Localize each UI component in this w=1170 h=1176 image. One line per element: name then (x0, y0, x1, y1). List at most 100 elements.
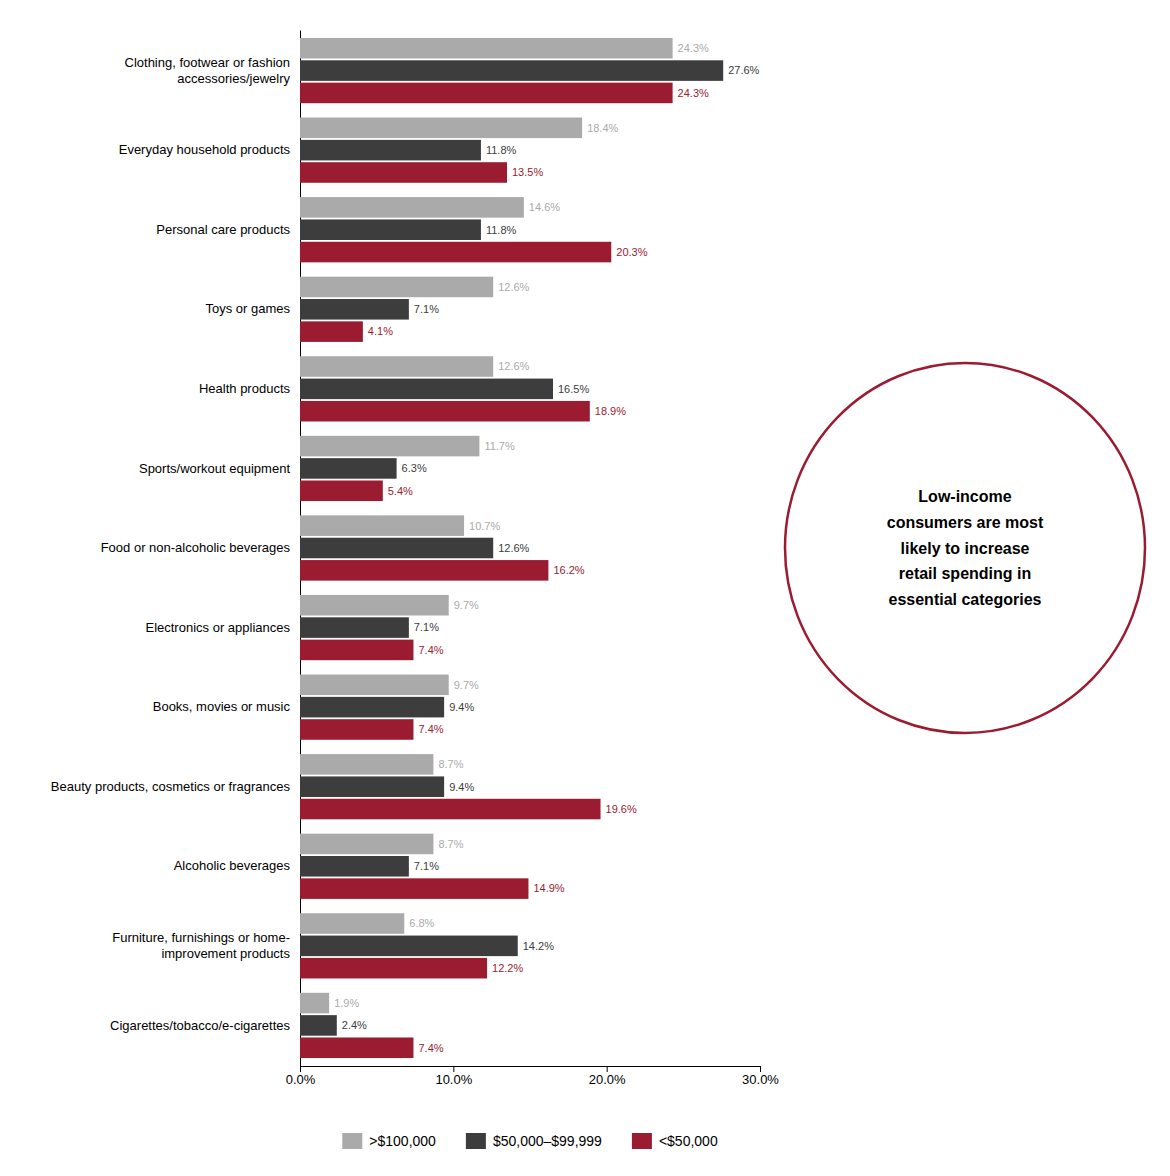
data-label: 6.3% (402, 462, 427, 474)
bar (300, 560, 548, 581)
x-tick: 0.0% (286, 1066, 316, 1087)
data-label: 8.7% (438, 838, 463, 850)
x-axis: 0.0% 10.0% 20.0% 30.0% (286, 1066, 780, 1087)
x-tick-label: 20.0% (589, 1072, 626, 1087)
data-label: 7.4% (418, 1042, 443, 1054)
data-label: 9.7% (454, 679, 479, 691)
legend: >$100,000$50,000–$99,999<$50,000 (342, 1133, 718, 1149)
data-label: 6.8% (409, 917, 434, 929)
series (300, 38, 673, 1013)
annotation-ellipse (785, 363, 1145, 733)
data-label: 18.4% (587, 122, 618, 134)
bar (300, 719, 413, 740)
y-tick-label: Health products (199, 381, 291, 396)
data-label: 7.1% (414, 303, 439, 315)
bar (300, 958, 487, 979)
data-label: 12.6% (498, 542, 529, 554)
data-labels: 24.3%18.4%14.6%12.6%12.6%11.7%10.7%9.7%9… (334, 42, 759, 1054)
x-tick-mark (300, 1066, 301, 1072)
x-tick-label: 30.0% (742, 1072, 779, 1087)
bar (300, 675, 449, 696)
y-tick: Cigarettes/tobacco/e-cigarettes (110, 1018, 300, 1033)
x-tick-label: 0.0% (286, 1072, 316, 1087)
bar (300, 356, 493, 377)
bar (300, 1037, 413, 1058)
bar (300, 118, 582, 139)
data-label: 12.2% (492, 962, 523, 974)
bar (300, 595, 449, 616)
data-label: 10.7% (469, 520, 500, 532)
bar (300, 697, 444, 718)
y-tick: Alcoholic beverages (174, 858, 300, 873)
bar (300, 60, 723, 81)
bar (300, 162, 507, 183)
y-tick-label: Alcoholic beverages (174, 858, 291, 873)
data-label: 16.2% (553, 564, 584, 576)
x-tick: 10.0% (435, 1066, 472, 1087)
bar (300, 480, 383, 501)
data-label: 11.8% (486, 224, 517, 236)
bar (300, 401, 590, 422)
bar (300, 617, 409, 638)
bars (300, 38, 723, 1058)
bar (300, 776, 444, 797)
data-label: 7.4% (418, 723, 443, 735)
bar (300, 299, 409, 320)
annotation-text: Low-incomeconsumers are mostlikely to in… (887, 488, 1044, 607)
chart: 0.0% 10.0% 20.0% 30.0% Clothing, footwear or… (0, 0, 1170, 1176)
y-tick-label: Beauty products, cosmetics or fragrances (51, 779, 291, 794)
data-label: 16.5% (558, 383, 589, 395)
legend-swatch (342, 1133, 362, 1149)
data-label: 7.4% (418, 644, 443, 656)
y-tick-label: Clothing, footwear or fashionaccessories… (125, 55, 291, 86)
legend-label: <$50,000 (659, 1133, 718, 1149)
y-tick: Toys or games (205, 301, 300, 316)
data-label: 13.5% (512, 166, 543, 178)
x-tick-label: 10.0% (435, 1072, 472, 1087)
legend-label: >$100,000 (369, 1133, 436, 1149)
data-label: 2.4% (342, 1019, 367, 1031)
bar (300, 458, 397, 479)
bar (300, 538, 493, 559)
bar (300, 936, 518, 957)
x-axis-line (301, 1067, 761, 1073)
bar (300, 799, 601, 820)
bar (300, 913, 404, 934)
data-label: 1.9% (334, 997, 359, 1009)
data-label: 7.1% (414, 621, 439, 633)
data-label: 14.9% (533, 882, 564, 894)
data-label: 9.7% (454, 599, 479, 611)
y-tick: Sports/workout equipment (139, 461, 300, 476)
data-label: 24.3% (678, 87, 709, 99)
bar (300, 242, 611, 263)
x-tick-mark (453, 1066, 454, 1072)
data-label: 11.8% (486, 144, 517, 156)
data-label: 4.1% (368, 325, 393, 337)
y-tick-label: Everyday household products (119, 142, 291, 157)
data-label: 14.6% (529, 201, 560, 213)
bar (300, 321, 363, 342)
plot: 0.0% 10.0% 20.0% 30.0% Clothing, footwear or… (51, 31, 780, 1088)
data-label: 12.6% (498, 360, 529, 372)
data-label: 14.2% (523, 940, 554, 952)
y-tick-label: Toys or games (205, 301, 290, 316)
annotation: Low-incomeconsumers are mostlikely to in… (785, 363, 1145, 733)
bar (300, 834, 433, 855)
legend-swatch (632, 1133, 652, 1149)
data-label: 7.1% (414, 860, 439, 872)
bar (300, 140, 481, 161)
bar (300, 754, 433, 775)
bar (300, 197, 524, 218)
y-tick: Health products (199, 381, 300, 396)
x-tick-mark (607, 1066, 608, 1072)
legend-item: >$100,000 (342, 1133, 436, 1149)
data-label: 9.4% (449, 701, 474, 713)
bar (300, 993, 329, 1014)
y-tick: Beauty products, cosmetics or fragrances (51, 779, 300, 794)
y-tick-label: Cigarettes/tobacco/e-cigarettes (110, 1018, 290, 1033)
x-tick: 30.0% (742, 1066, 779, 1087)
bar (300, 277, 493, 298)
data-label: 12.6% (498, 281, 529, 293)
y-tick-label: Furniture, furnishings or home-improveme… (112, 930, 290, 961)
data-label: 9.4% (449, 781, 474, 793)
